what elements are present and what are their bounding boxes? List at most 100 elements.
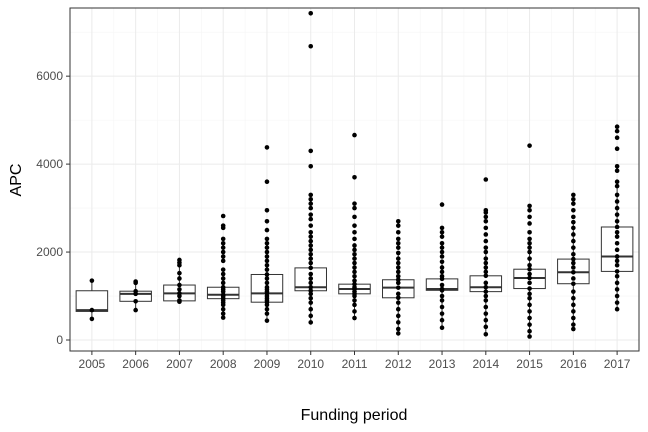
data-point: [614, 306, 620, 312]
data-point: [308, 284, 314, 290]
data-point: [220, 245, 226, 250]
data-point: [614, 247, 620, 253]
data-point: [571, 232, 576, 237]
data-point: [308, 196, 314, 202]
y-axis-ticks: 0 2000 4000 6000: [36, 69, 70, 347]
data-point: [308, 43, 314, 49]
data-point: [220, 249, 226, 255]
data-point: [571, 295, 576, 301]
data-point: [220, 311, 226, 316]
data-point: [308, 295, 314, 301]
data-point: [308, 229, 314, 235]
data-point: [571, 302, 576, 308]
y-tick-label: 2000: [36, 245, 63, 259]
data-point: [395, 236, 401, 242]
data-point: [614, 168, 620, 174]
data-point: [395, 269, 401, 275]
data-point: [483, 177, 489, 182]
data-point: [483, 298, 489, 303]
data-point: [264, 240, 270, 246]
data-point: [483, 284, 489, 290]
data-point: [439, 259, 445, 265]
data-point: [571, 192, 576, 198]
data-point: [527, 322, 532, 327]
data-point: [89, 316, 95, 322]
data-point: [264, 145, 270, 150]
data-point: [439, 273, 445, 279]
data-point: [439, 317, 445, 323]
data-point: [264, 306, 270, 312]
data-point: [308, 265, 314, 271]
data-point: [483, 293, 489, 299]
x-tick-label: 2012: [385, 357, 412, 371]
y-tick-label: 4000: [36, 157, 63, 171]
data-point: [352, 315, 357, 321]
data-point: [352, 260, 357, 266]
data-point: [527, 280, 532, 286]
data-point: [527, 256, 532, 261]
data-point: [527, 266, 532, 272]
data-point: [527, 302, 532, 308]
data-point: [527, 315, 532, 321]
data-point: [439, 245, 445, 250]
data-point: [308, 212, 314, 217]
data-point: [614, 128, 620, 134]
data-point: [439, 298, 445, 303]
data-point: [220, 236, 226, 242]
data-point: [571, 315, 576, 321]
data-point: [614, 224, 620, 230]
data-point: [264, 207, 270, 213]
data-point: [220, 213, 226, 219]
x-tick-label: 2007: [166, 357, 193, 371]
data-point: [352, 201, 357, 206]
data-point: [220, 240, 226, 246]
data-point: [571, 309, 576, 314]
data-point: [439, 269, 445, 275]
y-tick-label: 0: [56, 333, 63, 347]
data-point: [308, 276, 314, 281]
data-point: [571, 322, 576, 327]
data-point: [264, 318, 270, 323]
data-point: [308, 306, 314, 312]
data-point: [614, 179, 620, 184]
data-point: [395, 223, 401, 228]
data-point: [220, 280, 226, 286]
data-point: [439, 240, 445, 246]
data-point: [220, 306, 226, 312]
data-point: [483, 304, 489, 310]
data-point: [308, 192, 314, 198]
data-point: [439, 311, 445, 316]
data-point: [439, 202, 445, 207]
data-point: [571, 219, 576, 225]
data-point: [264, 267, 270, 272]
x-tick-label: 2009: [254, 357, 281, 371]
data-point: [308, 243, 314, 248]
data-point: [527, 245, 532, 250]
data-point: [177, 298, 182, 303]
data-point: [527, 291, 532, 297]
data-point: [352, 278, 357, 283]
data-point: [527, 214, 532, 220]
data-point: [614, 146, 620, 152]
data-point: [571, 251, 576, 257]
data-point: [571, 265, 576, 270]
data-point: [395, 218, 401, 224]
data-point: [614, 124, 620, 130]
data-point: [177, 270, 182, 276]
data-point: [308, 313, 314, 319]
x-tick-label: 2013: [429, 357, 456, 371]
data-point: [614, 273, 620, 279]
data-point: [439, 325, 445, 330]
data-point: [308, 300, 314, 305]
data-point: [439, 234, 445, 239]
data-point: [483, 311, 489, 316]
data-point: [308, 288, 314, 294]
data-point: [527, 275, 532, 281]
data-point: [352, 214, 357, 220]
data-point: [352, 302, 357, 308]
data-point: [308, 260, 314, 266]
data-point: [352, 265, 357, 270]
data-point: [352, 309, 357, 314]
data-point: [133, 288, 138, 294]
